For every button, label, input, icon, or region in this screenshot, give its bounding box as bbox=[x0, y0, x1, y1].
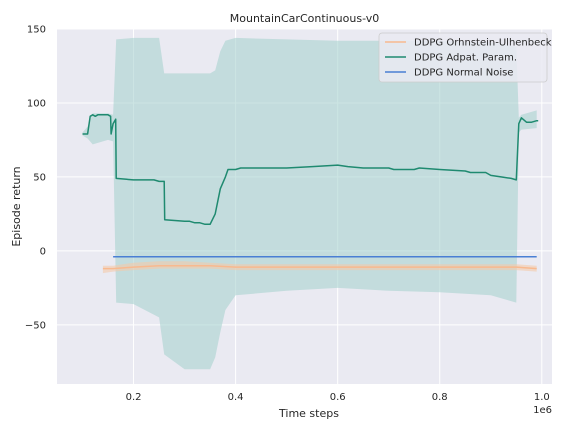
y-tick-label: 150 bbox=[27, 25, 46, 36]
legend-label-normal: DDPG Normal Noise bbox=[414, 68, 513, 79]
y-axis-label: Episode return bbox=[10, 166, 23, 246]
band-adapt-param bbox=[82, 37, 537, 370]
legend: DDPG Orhnstein-Ulhenbeck DDPG Adpat. Par… bbox=[378, 32, 552, 83]
y-tick-label: 100 bbox=[27, 98, 46, 109]
x-tick-label: 0.6 bbox=[330, 392, 346, 403]
line-ou bbox=[102, 264, 537, 270]
x-axis-offset-label: 1e6 bbox=[533, 405, 552, 416]
tick-labels: 0.2 0.4 0.6 0.8 1.0 150 100 50 0 −50 bbox=[25, 25, 550, 404]
series-lines bbox=[82, 114, 539, 270]
x-tick-label: 1.0 bbox=[534, 392, 550, 403]
legend-label-ou: DDPG Orhnstein-Ulhenbeck bbox=[414, 38, 552, 49]
y-tick-label: 0 bbox=[40, 246, 46, 257]
x-tick-label: 0.4 bbox=[228, 392, 244, 403]
chart-title: MountainCarContinuous-v0 bbox=[230, 12, 380, 25]
y-tick-label: 50 bbox=[33, 172, 46, 183]
line-adapt-param bbox=[82, 114, 539, 226]
legend-box bbox=[378, 32, 548, 83]
legend-label-adapt: DDPG Adpat. Param. bbox=[414, 53, 517, 64]
x-axis-label: Time steps bbox=[278, 407, 339, 420]
x-tick-label: 0.2 bbox=[126, 392, 142, 403]
y-tick-label: −50 bbox=[25, 320, 46, 331]
x-tick-label: 0.8 bbox=[432, 392, 448, 403]
